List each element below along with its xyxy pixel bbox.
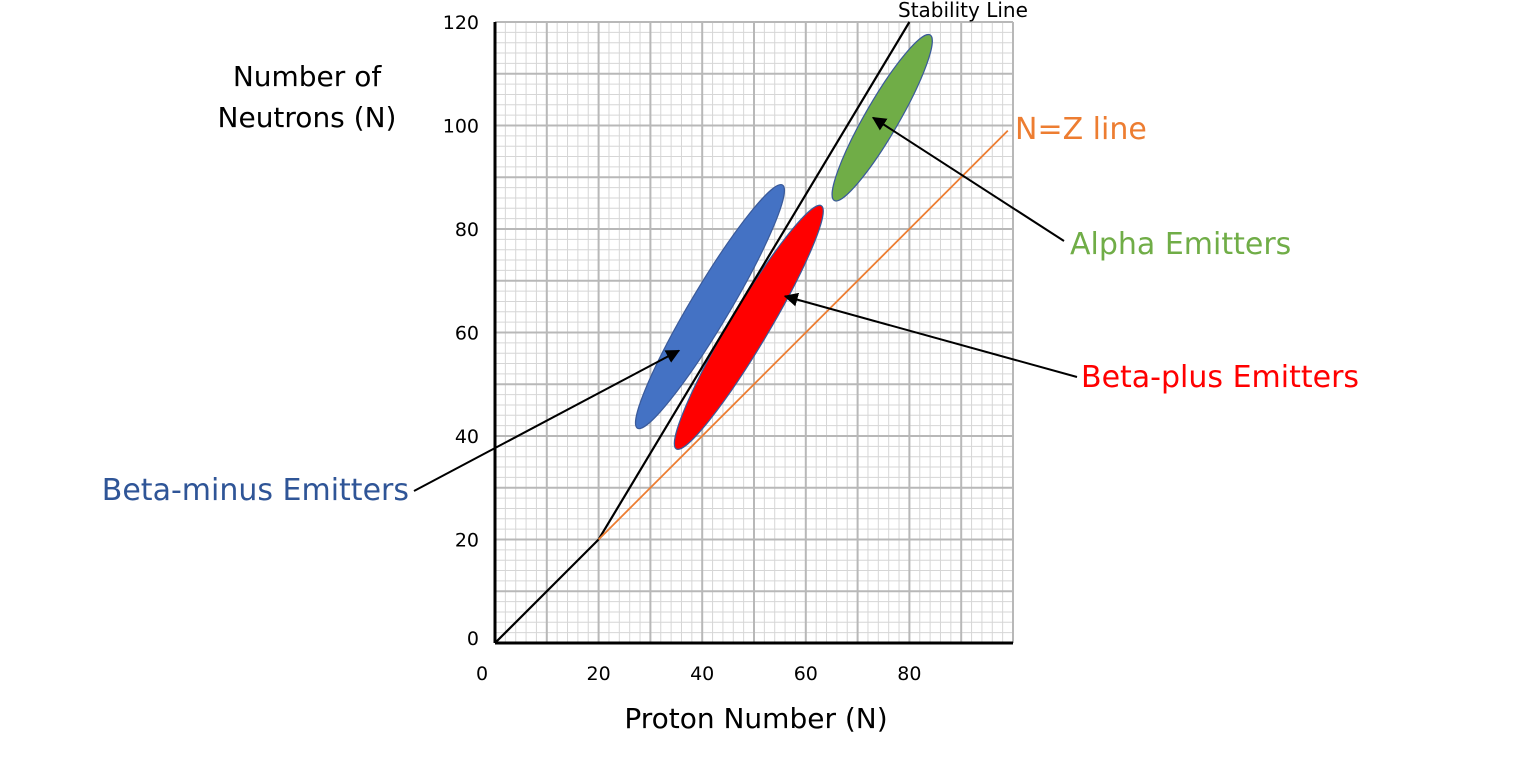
y-tick-label: 20 (455, 530, 479, 552)
nz-line-label: N=Z line (1015, 112, 1147, 147)
y-axis-title-line2: Neutrons (N) (218, 101, 397, 134)
y-tick-labels: 0 20 40 60 80 100 120 (443, 12, 479, 650)
y-tick-label: 100 (443, 116, 479, 138)
alpha-region (820, 27, 945, 209)
y-tick-label: 80 (455, 219, 479, 241)
beta-plus-arrow (785, 296, 1077, 377)
beta-minus-emitters-label: Beta-minus Emitters (102, 473, 409, 508)
y-tick-label: 0 (467, 628, 479, 650)
y-tick-label: 120 (443, 12, 479, 34)
stability-line-label: Stability Line (898, 0, 1028, 22)
x-tick-label: 0 (476, 663, 488, 685)
x-tick-label: 40 (690, 663, 714, 685)
x-axis-title: Proton Number (N) (624, 702, 887, 735)
nz-line (599, 131, 1008, 540)
alpha-emitters-label: Alpha Emitters (1070, 227, 1291, 262)
beta-plus-emitters-label: Beta-plus Emitters (1081, 360, 1359, 395)
x-tick-label: 20 (587, 663, 611, 685)
x-tick-label: 60 (794, 663, 818, 685)
y-axis-title-line1: Number of (233, 60, 383, 93)
y-tick-label: 60 (455, 323, 479, 345)
x-tick-labels: 0 20 40 60 80 (476, 663, 922, 685)
y-tick-label: 40 (455, 426, 479, 448)
x-tick-label: 80 (897, 663, 921, 685)
